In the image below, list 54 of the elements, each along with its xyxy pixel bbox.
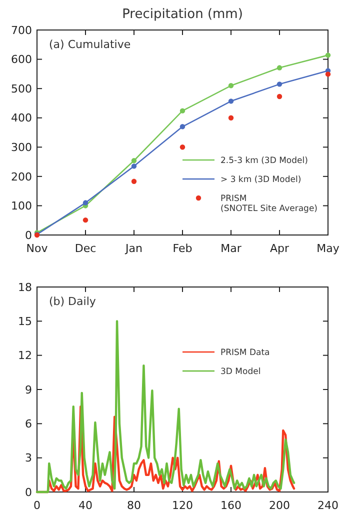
point — [228, 83, 234, 88]
point — [180, 144, 186, 150]
point — [325, 72, 331, 77]
x-tick-label: 0 — [34, 499, 40, 512]
y-tick-label: 6 — [25, 418, 32, 431]
legend-label: > 3 km (3D Model) — [220, 174, 302, 185]
x-tick-label: 160 — [220, 499, 242, 512]
line-series — [36, 320, 296, 494]
y-tick-label: 9 — [25, 383, 32, 396]
point — [180, 108, 186, 114]
x-tick-label: Apr — [270, 242, 290, 255]
point — [228, 98, 234, 104]
point — [82, 217, 88, 223]
annotation: (b) Daily — [49, 295, 96, 308]
y-tick-label: 200 — [11, 170, 32, 184]
y-tick-label: 0 — [25, 228, 32, 242]
point — [82, 200, 88, 206]
y-tick-label: 12 — [18, 349, 32, 362]
x-tick-label: 240 — [318, 499, 338, 512]
annotation: (a) Cumulative — [49, 38, 131, 51]
x-tick-label: Dec — [74, 242, 96, 255]
legend-label: PRISM Data — [220, 348, 270, 358]
x-tick-label: Jan — [124, 242, 142, 255]
x-tick-label: 80 — [127, 499, 141, 512]
y-tick-label: 15 — [18, 315, 32, 328]
point — [276, 65, 282, 70]
legend-label: PRISM (SNOTEL Site Average) — [220, 194, 318, 214]
x-tick-label: Nov — [26, 242, 48, 255]
x-tick-label: 200 — [269, 499, 290, 512]
y-tick-label: 500 — [11, 82, 32, 96]
y-tick-label: 400 — [11, 112, 32, 125]
point — [131, 158, 137, 164]
y-tick-label: 700 — [11, 24, 32, 37]
x-tick-label: 120 — [172, 499, 193, 512]
y-tick-label: 300 — [11, 140, 32, 154]
point — [276, 82, 282, 87]
x-tick-label: Mar — [220, 242, 242, 255]
point — [131, 178, 137, 184]
x-tick-label: 40 — [78, 499, 92, 512]
point — [228, 115, 234, 120]
legend-label: 3D Model — [220, 366, 261, 377]
y-tick-label: 0 — [25, 486, 32, 499]
x-tick-label: Feb — [172, 242, 192, 255]
point — [131, 164, 137, 169]
point — [180, 124, 186, 130]
x-tick-label: May — [316, 242, 340, 255]
chart-title: Precipitation (mm) — [122, 7, 243, 22]
point — [276, 94, 282, 100]
point — [325, 52, 331, 58]
y-tick-label: 18 — [18, 280, 32, 294]
y-tick-label: 600 — [11, 53, 32, 66]
y-tick-label: 100 — [11, 200, 32, 213]
legend-label: 2.5-3 km (3D Model) — [220, 156, 308, 166]
y-tick-label: 3 — [25, 452, 32, 465]
